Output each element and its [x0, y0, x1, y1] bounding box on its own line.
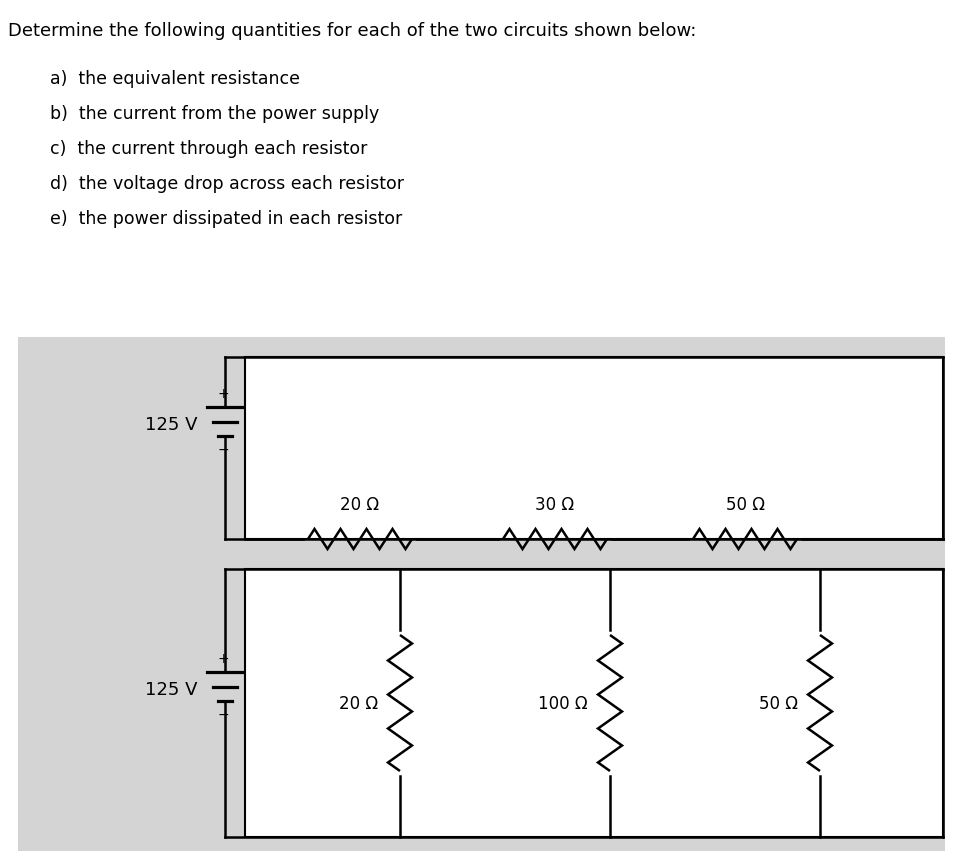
Text: 125 V: 125 V [145, 680, 198, 698]
Text: d)  the voltage drop across each resistor: d) the voltage drop across each resistor [50, 175, 404, 193]
Text: −: − [217, 443, 229, 456]
Text: +: + [217, 651, 229, 666]
Text: 50 Ω: 50 Ω [759, 694, 798, 712]
Text: +: + [217, 387, 229, 400]
Bar [245, 569, 943, 837]
Text: b)  the current from the power supply: b) the current from the power supply [50, 105, 379, 123]
Text: 30 Ω: 30 Ω [536, 495, 574, 513]
Text: −: − [217, 707, 229, 722]
Text: a)  the equivalent resistance: a) the equivalent resistance [50, 70, 300, 88]
Text: 20 Ω: 20 Ω [339, 694, 378, 712]
Text: 125 V: 125 V [145, 416, 198, 433]
Text: 20 Ω: 20 Ω [341, 495, 379, 513]
Text: e)  the power dissipated in each resistor: e) the power dissipated in each resistor [50, 210, 402, 228]
Text: c)  the current through each resistor: c) the current through each resistor [50, 139, 368, 158]
Bar [18, 338, 945, 851]
Text: 50 Ω: 50 Ω [726, 495, 764, 513]
Text: Determine the following quantities for each of the two circuits shown below:: Determine the following quantities for e… [8, 22, 697, 40]
Text: 100 Ω: 100 Ω [538, 694, 588, 712]
Bar [245, 357, 943, 539]
